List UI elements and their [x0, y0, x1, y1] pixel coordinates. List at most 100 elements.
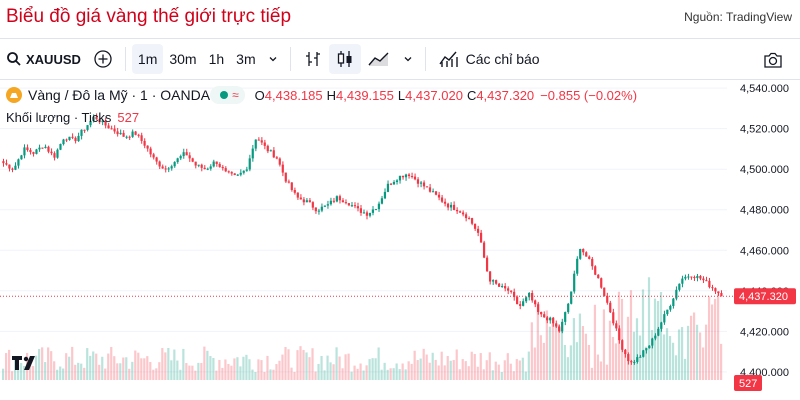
volume-label: Khối lượng · Ticks — [6, 110, 112, 125]
chart-area[interactable]: 4,540.000 4,520.000 4,500.000 4,480.000 4,46… — [0, 80, 800, 400]
volume-bar — [170, 360, 173, 380]
candle-body — [227, 171, 230, 173]
candle-body — [347, 203, 350, 206]
candle-style-button[interactable] — [328, 44, 361, 74]
page-header: Biểu đồ giá vàng thế giới trực tiếp Nguồ… — [0, 0, 800, 36]
volume-bar — [203, 346, 206, 380]
candle-body — [696, 275, 699, 279]
low-label: L — [397, 87, 406, 103]
screenshot-button[interactable] — [756, 45, 790, 75]
volume-bar — [434, 359, 437, 380]
candle-body — [20, 155, 23, 160]
candle-body — [248, 158, 251, 170]
indicators-button[interactable]: Các chỉ báo — [432, 44, 546, 74]
candle-body — [353, 205, 356, 207]
volume-bar — [533, 347, 536, 380]
interval-30m[interactable]: 30m — [169, 51, 197, 67]
toolbar-divider — [124, 47, 126, 71]
candle-body — [116, 131, 119, 135]
interval-1m[interactable]: 1m — [131, 44, 164, 74]
tradingview-logo[interactable] — [12, 356, 38, 375]
candle-body — [158, 161, 161, 167]
volume-bar — [671, 342, 675, 380]
volume-bar — [101, 356, 104, 380]
candle-body — [494, 280, 498, 284]
y-tick-label: 4,420.000 — [740, 326, 789, 338]
volume-bar — [230, 365, 233, 380]
volume-bar — [212, 357, 215, 380]
candle-body — [29, 150, 32, 153]
volume-bar — [440, 351, 443, 380]
volume-bar — [719, 343, 723, 380]
candle-body — [543, 314, 546, 318]
volume-bar — [320, 355, 323, 380]
candle-body — [365, 212, 369, 216]
candle-body — [687, 276, 690, 278]
volume-bar — [41, 347, 44, 380]
volume-bar — [395, 363, 398, 380]
interval-3m[interactable]: 3m — [236, 51, 256, 67]
candle-body — [230, 172, 233, 174]
volume-bar — [290, 367, 293, 380]
candle-body — [194, 161, 197, 166]
last-price-tag — [734, 288, 796, 305]
candle-body — [537, 304, 540, 313]
candle-body — [368, 212, 372, 216]
volume-bar — [368, 359, 371, 380]
candle-body — [155, 157, 158, 162]
candle-body — [573, 273, 576, 292]
volume-bar — [143, 358, 146, 380]
volume-bar — [563, 345, 566, 380]
volume-bar — [254, 371, 257, 380]
candle-body — [561, 321, 564, 332]
price-chart[interactable]: 4,540.000 4,520.000 4,500.000 4,480.000 4,46… — [0, 80, 800, 400]
candle-body — [699, 275, 702, 279]
candle-body — [224, 168, 227, 172]
volume-bar — [50, 351, 53, 380]
volume-bar — [131, 361, 134, 380]
volume-bar — [596, 354, 600, 380]
candle-body — [600, 278, 603, 288]
symbol-search[interactable]: XAUUSD — [0, 44, 87, 74]
candle-body — [356, 206, 359, 209]
volume-bar — [311, 348, 314, 380]
candle-body — [131, 131, 134, 137]
candle-body — [666, 309, 669, 315]
market-status-pill[interactable]: ≈ — [210, 86, 245, 104]
candle-body — [269, 150, 272, 152]
bar-style-button[interactable] — [297, 44, 329, 74]
candle-body — [675, 289, 678, 299]
candle-body — [35, 149, 38, 154]
interval-dropdown[interactable] — [262, 44, 284, 74]
candle-body — [678, 283, 681, 290]
volume-bar — [701, 347, 705, 380]
volume-bar — [86, 348, 89, 380]
candle-body — [125, 136, 128, 138]
volume-bar — [161, 348, 164, 380]
volume-bar — [413, 350, 416, 380]
candle-body — [302, 199, 305, 203]
candle-body — [239, 172, 242, 175]
volume-bar — [296, 350, 299, 380]
candle-body — [56, 149, 59, 158]
volume-bar — [458, 369, 461, 380]
candle-body — [86, 125, 89, 130]
volume-bar — [557, 324, 560, 380]
volume-bar — [389, 368, 392, 380]
candle-body — [260, 140, 263, 143]
area-style-button[interactable] — [361, 44, 397, 74]
volume-bar — [200, 362, 203, 380]
volume-bar — [539, 335, 542, 380]
style-dropdown[interactable] — [397, 44, 419, 74]
volume-value: 527 — [117, 110, 140, 125]
interval-1h[interactable]: 1h — [208, 51, 225, 67]
volume-bar — [356, 368, 359, 380]
candle-body — [95, 116, 98, 120]
low-value: 4,437.020 — [405, 87, 463, 103]
volume-bar — [158, 362, 161, 380]
volume-bar — [155, 368, 158, 380]
candle-body — [71, 136, 74, 138]
candle-body — [479, 232, 483, 243]
volume-bar — [707, 296, 711, 380]
compare-button[interactable] — [87, 44, 119, 74]
